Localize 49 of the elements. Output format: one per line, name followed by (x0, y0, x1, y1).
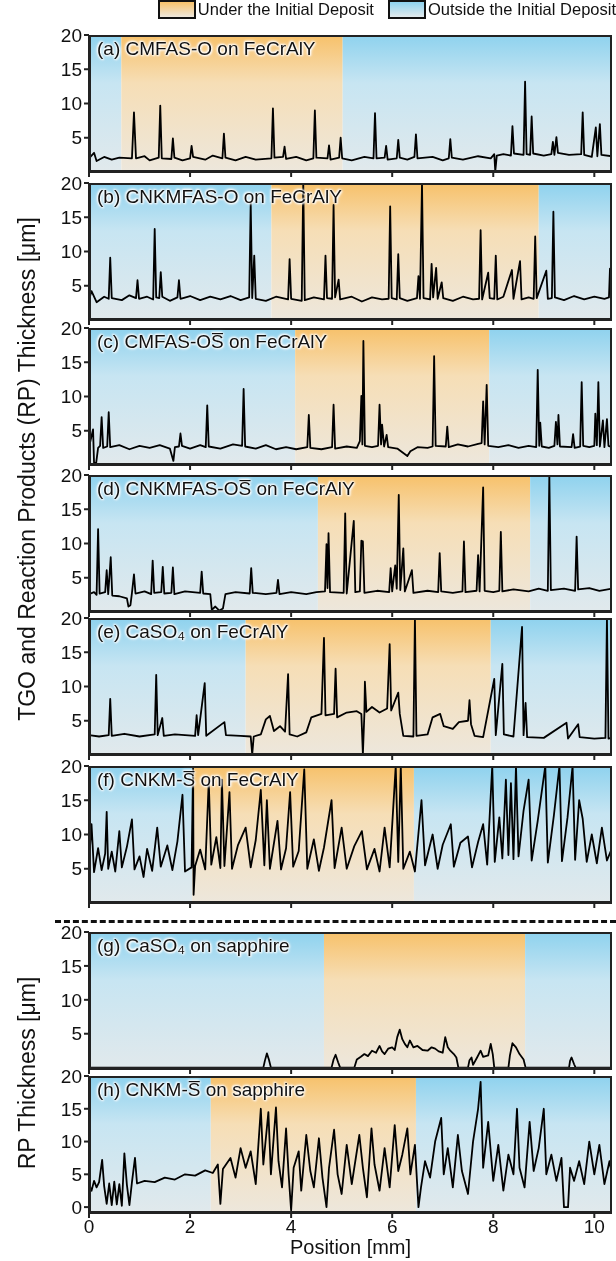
y-tick-label: 0 (71, 1196, 82, 1218)
y-tick-label: 20 (60, 24, 82, 46)
y-tick-label: 10 (60, 533, 82, 555)
y-tick-label: 15 (60, 789, 82, 811)
y-tick-label: 5 (71, 1023, 82, 1045)
y-tick-label: 20 (60, 755, 82, 777)
y-tick-label: 5 (71, 275, 82, 297)
y-tick-label: 20 (60, 921, 82, 943)
y-tick-label: 15 (60, 1098, 82, 1120)
x-tick-label: 4 (285, 1216, 297, 1238)
y-tick-label: 10 (60, 93, 82, 115)
y-tick-label: 10 (60, 386, 82, 408)
y-tick-label: 10 (60, 241, 82, 263)
y-tick-label: 20 (60, 1065, 82, 1087)
x-tick-label: 6 (386, 1216, 398, 1238)
chart-title: (c) CMFAS-OS̅ on FeCrAlY (97, 331, 328, 353)
y-tick-label: 15 (60, 58, 82, 80)
y-tick-label: 15 (60, 206, 82, 228)
chart-title: (g) CaSO₄ on sapphire (97, 935, 290, 957)
y-tick-label: 20 (60, 464, 82, 486)
x-axis-title: Position [mm] (289, 1236, 412, 1258)
y-tick-label: 5 (71, 127, 82, 149)
chart-title: (h) CNKM-S̅ on sapphire (97, 1079, 306, 1101)
y-tick-label: 5 (71, 420, 82, 442)
y-tick-label: 15 (60, 498, 82, 520)
y-tick-label: 10 (60, 676, 82, 698)
x-tick-label: 10 (583, 1216, 605, 1238)
x-tick-label: 2 (184, 1216, 196, 1238)
y-axis-title: RP Thickness [μm] (13, 976, 41, 1169)
y-tick-label: 10 (60, 989, 82, 1011)
x-tick-label: 8 (487, 1216, 499, 1238)
y-tick-label: 10 (60, 824, 82, 846)
y-tick-label: 5 (71, 567, 82, 589)
y-tick-label: 15 (60, 955, 82, 977)
y-tick-label: 20 (60, 172, 82, 194)
y-tick-label: 20 (60, 317, 82, 339)
y-tick-label: 15 (60, 351, 82, 373)
legend-label: Outside the Initial Deposit (427, 0, 616, 19)
legend-label: Under the Initial Deposit (197, 0, 374, 19)
y-tick-label: 5 (71, 1164, 82, 1186)
y-tick-label: 15 (60, 641, 82, 663)
y-tick-label: 20 (60, 607, 82, 629)
chart-title: (d) CNKMFAS-OS̅ on FeCrAlY (97, 478, 355, 500)
chart-title: (a) CMFAS-O on FeCrAlY (97, 38, 316, 60)
y-tick-label: 5 (71, 710, 82, 732)
y-tick-label: 5 (71, 858, 82, 880)
y-axis-title: TGO and Reaction Products (RP) Thickness [μm] (13, 217, 41, 721)
chart-title: (e) CaSO₄ on FeCrAlY (97, 621, 289, 643)
y-tick-label: 10 (60, 1131, 82, 1153)
